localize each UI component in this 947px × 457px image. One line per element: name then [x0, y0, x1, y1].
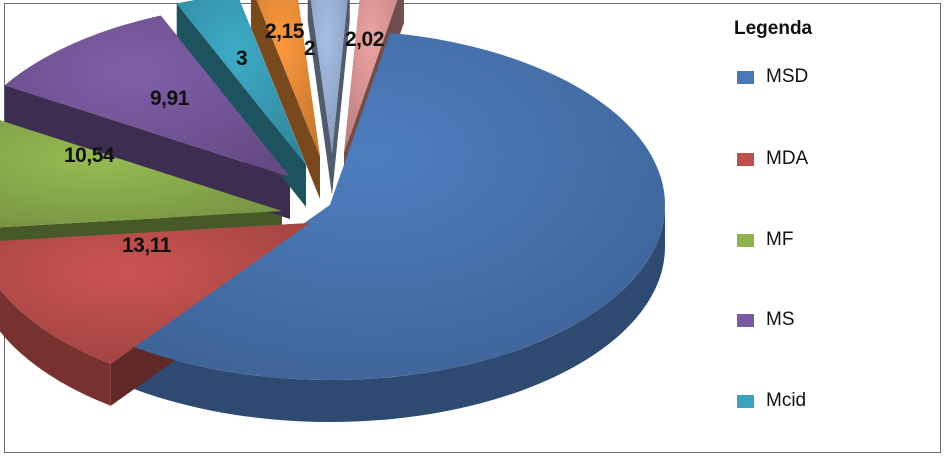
legend-swatch: [737, 394, 754, 408]
pie-slice-edge-6-1: [332, 0, 350, 195]
pie-slice-unlabeled-6: [310, 0, 348, 153]
legend-item-mda: MDA: [737, 147, 808, 171]
legend-title: Legenda: [734, 18, 813, 39]
pie-slice-wall-0: [130, 205, 666, 422]
pie-slice-msd: [130, 32, 666, 380]
data-label-5: 2,15: [265, 20, 305, 43]
legend-item-msd: MSD: [737, 65, 808, 89]
pie-slice-edge-5-0: [250, 0, 320, 199]
pie-slice-edge-6-0: [307, 0, 332, 195]
pie-slice-mda: [0, 223, 310, 364]
pie-slice-mf: [0, 120, 282, 228]
data-label-2: 10,54: [64, 144, 115, 167]
data-label-1: 13,11: [122, 234, 172, 257]
legend-label: MSD: [766, 66, 809, 87]
pie-slice-edge-3-0: [4, 85, 290, 219]
legend-item-mf: MF: [737, 228, 793, 252]
legend-item-ms: MS: [737, 308, 795, 332]
legend-swatch: [737, 313, 754, 327]
data-label-7: 2,02: [345, 28, 384, 51]
legend-item-mcid: Mcid: [737, 389, 806, 413]
pie-slice-wall-1: [0, 289, 111, 406]
legend-swatch: [737, 70, 754, 84]
legend-swatch: [737, 152, 754, 166]
legend-label: Mcid: [766, 390, 807, 411]
pie-slice-edge-4-0: [176, 3, 306, 208]
data-label-6: 2: [304, 37, 315, 60]
legend-label: MS: [766, 309, 795, 330]
pie-slice-tops: [0, 0, 666, 380]
data-label-4: 3: [236, 47, 247, 70]
pie-slice-unlabeled-7: [344, 0, 398, 153]
pie-slice-ms: [4, 15, 290, 178]
pie-slice-mcid: [176, 0, 306, 165]
legend-label: MDA: [766, 148, 809, 169]
legend-swatch: [737, 233, 754, 247]
pie-slice-unlabeled-5: [256, 0, 320, 157]
legend-label: MF: [766, 229, 794, 250]
data-label-3: 9,91: [150, 87, 190, 110]
